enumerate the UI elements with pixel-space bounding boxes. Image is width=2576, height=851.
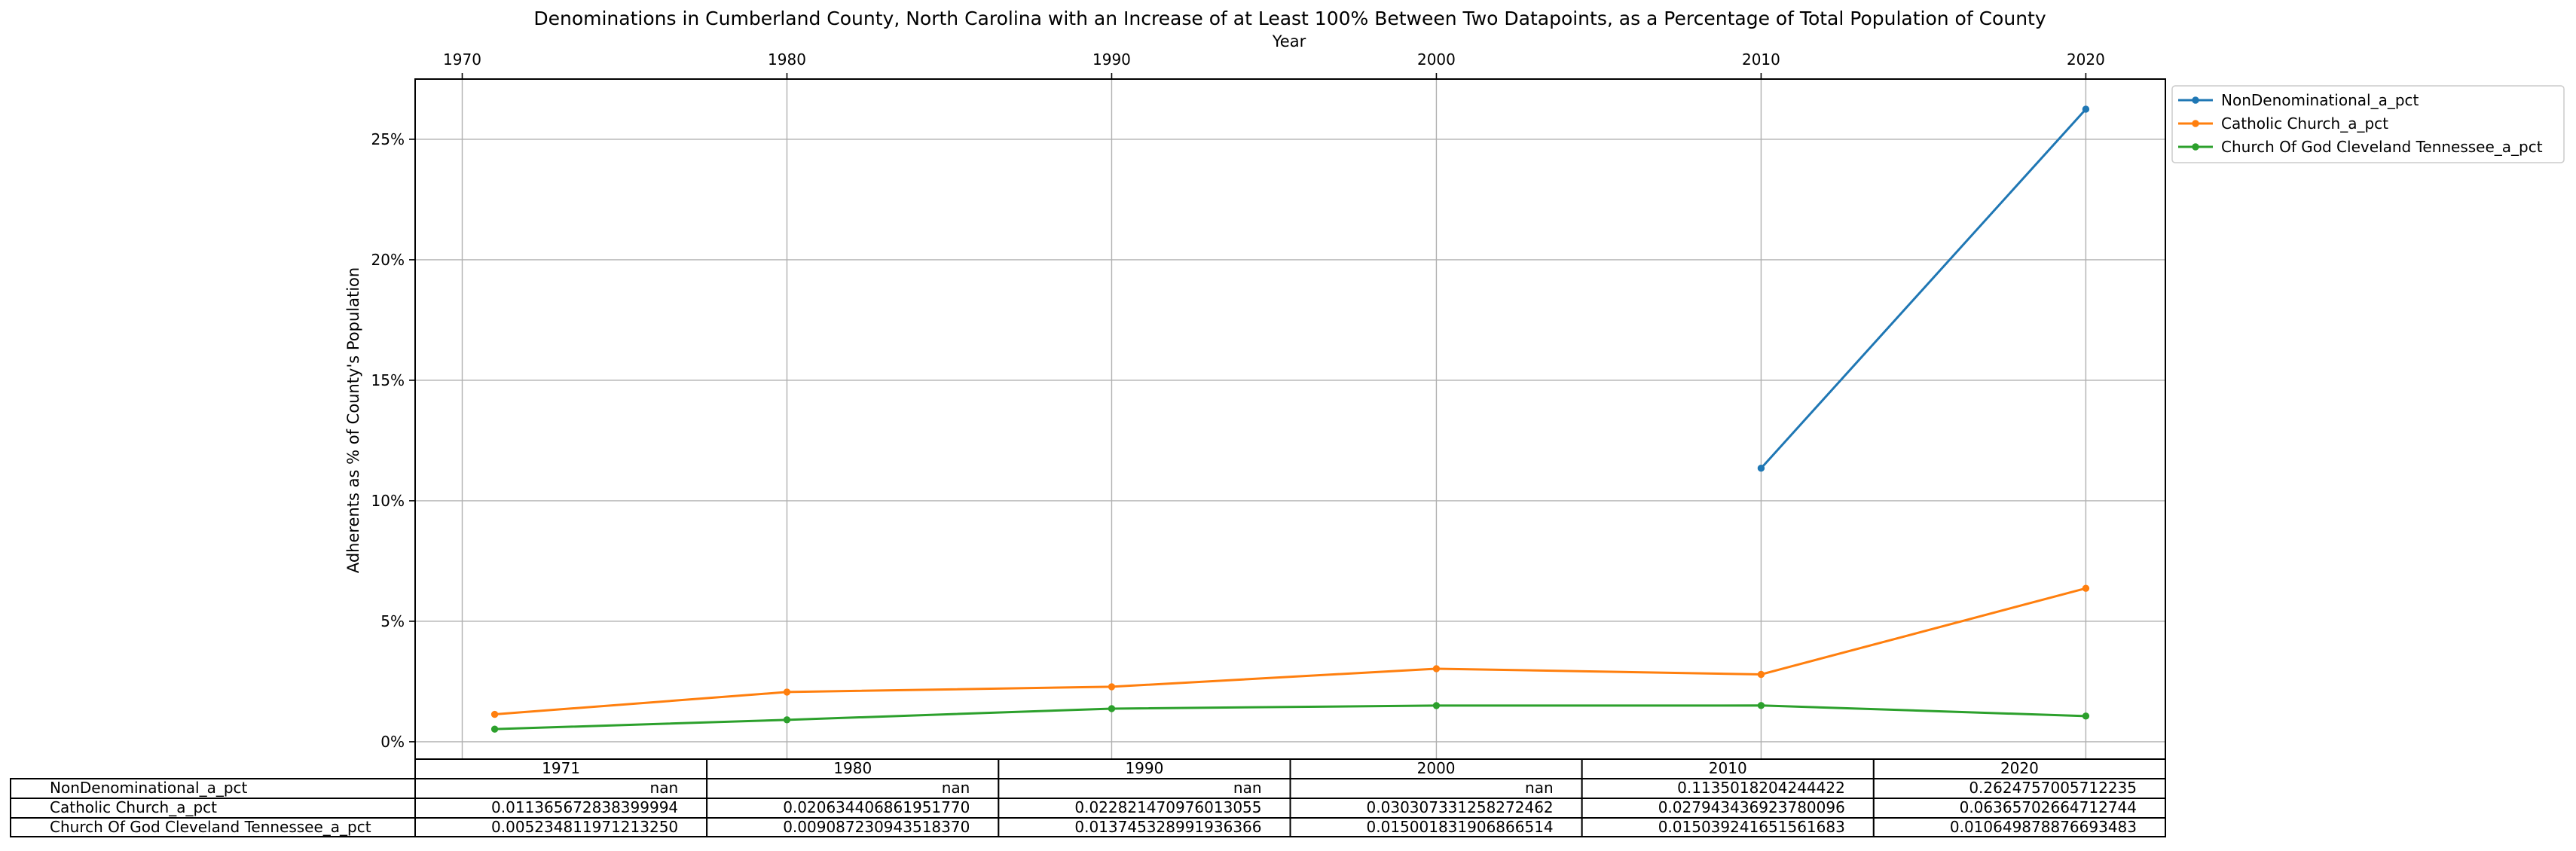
data-point [1432, 702, 1441, 709]
data-point [1757, 670, 1765, 679]
table-cell-value: 0.06365702664712744 [1960, 798, 2137, 816]
table-cell [1581, 778, 1875, 799]
data-point [783, 716, 791, 724]
y-axis-label: Adherents as % of County's Population [344, 267, 362, 573]
series-line-0 [1759, 108, 2087, 470]
table-cell-value: nan [650, 779, 679, 797]
table-cell-value: 0.013745328991936366 [1074, 818, 1261, 836]
data-point [1108, 705, 1116, 712]
table-row-label: NonDenominational_a_pct [50, 779, 248, 797]
table-header-cell [1872, 758, 2166, 779]
table-row-label: Church Of God Cleveland Tennessee_a_pct [50, 818, 371, 836]
legend-label: NonDenominational_a_pct [2221, 91, 2419, 109]
table-cell [1289, 798, 1583, 819]
table-cell-value: 0.009087230943518370 [783, 818, 970, 836]
table-header-cell [1581, 758, 1875, 779]
x-tick-label: 1990 [1092, 50, 1131, 69]
legend-swatch-point [2192, 120, 2199, 127]
table-cell-value: 0.010649878876693483 [1950, 818, 2137, 836]
legend-label: Church Of God Cleveland Tennessee_a_pct [2221, 138, 2543, 156]
table-cell [706, 798, 1000, 819]
table-cell [1872, 778, 2166, 799]
table-header-label: 2010 [1709, 759, 1747, 777]
legend-box [2171, 85, 2565, 163]
table-cell-value: 0.015001831906866514 [1367, 818, 1554, 836]
table-header-label: 1980 [833, 759, 872, 777]
table-cell-value: 0.2624757005712235 [1969, 779, 2137, 797]
table-cell-value: 0.015039241651561683 [1658, 818, 1845, 836]
table-cell [706, 817, 1000, 837]
x-axis-label: Year [1272, 32, 1306, 50]
x-tick-label: 2010 [1742, 50, 1780, 69]
plot-frame [414, 78, 2166, 760]
table-cell [1872, 798, 2166, 819]
x-tick-label: 2020 [2067, 50, 2105, 69]
table-cell-value: 0.022821470976013055 [1074, 798, 1261, 816]
table-cell-value: nan [942, 779, 970, 797]
series-line-2 [494, 704, 2087, 731]
data-point [1108, 683, 1116, 691]
table-cell-value: nan [1525, 779, 1554, 797]
legend-swatch-point [2192, 96, 2199, 104]
x-tick-label: 1970 [443, 50, 481, 69]
y-tick-label: 15% [371, 371, 405, 389]
x-tick-label: 2000 [1417, 50, 1456, 69]
table-cell-value: 0.027943436923780096 [1658, 798, 1845, 816]
table-cell-value: 0.030307331258272462 [1367, 798, 1554, 816]
table-row-label: Catholic Church_a_pct [50, 798, 217, 816]
data-point [2082, 712, 2090, 720]
table-header-label: 2020 [2000, 759, 2039, 777]
legend-swatch-point [2192, 143, 2199, 151]
table-cell-value: nan [1233, 779, 1262, 797]
data-point [2082, 105, 2090, 113]
table-header-label: 1990 [1125, 759, 1163, 777]
y-tick-label: 20% [371, 251, 405, 269]
series-line-1 [494, 587, 2087, 716]
data-point [1757, 702, 1765, 709]
y-tick-label: 10% [371, 492, 405, 510]
data-point [783, 688, 791, 696]
data-point [1432, 665, 1441, 673]
table-header-cell [1289, 758, 1583, 779]
data-point [1757, 465, 1765, 472]
y-tick-label: 5% [380, 612, 405, 630]
legend-label: Catholic Church_a_pct [2221, 114, 2388, 133]
chart-title: Denominations in Cumberland County, Nort… [533, 8, 2046, 29]
table-row-label-cell [10, 817, 416, 837]
table-header-label: 2000 [1417, 759, 1456, 777]
data-point [2082, 584, 2090, 592]
table-cell-value: 0.005234811971213250 [491, 818, 678, 836]
table-cell [414, 817, 708, 837]
table-cell [1872, 817, 2166, 837]
y-tick-label: 0% [380, 733, 405, 751]
table-cell [998, 817, 1291, 837]
table-cell-value: 0.011365672838399994 [491, 798, 678, 816]
x-tick-label: 1980 [768, 50, 806, 69]
data-point [490, 710, 499, 718]
y-tick-label: 25% [371, 130, 405, 148]
data-point [490, 725, 499, 733]
table-cell-value: 0.020634406861951770 [783, 798, 970, 816]
table-header-label: 1971 [542, 759, 580, 777]
table-cell-value: 0.1135018204244422 [1677, 779, 1845, 797]
